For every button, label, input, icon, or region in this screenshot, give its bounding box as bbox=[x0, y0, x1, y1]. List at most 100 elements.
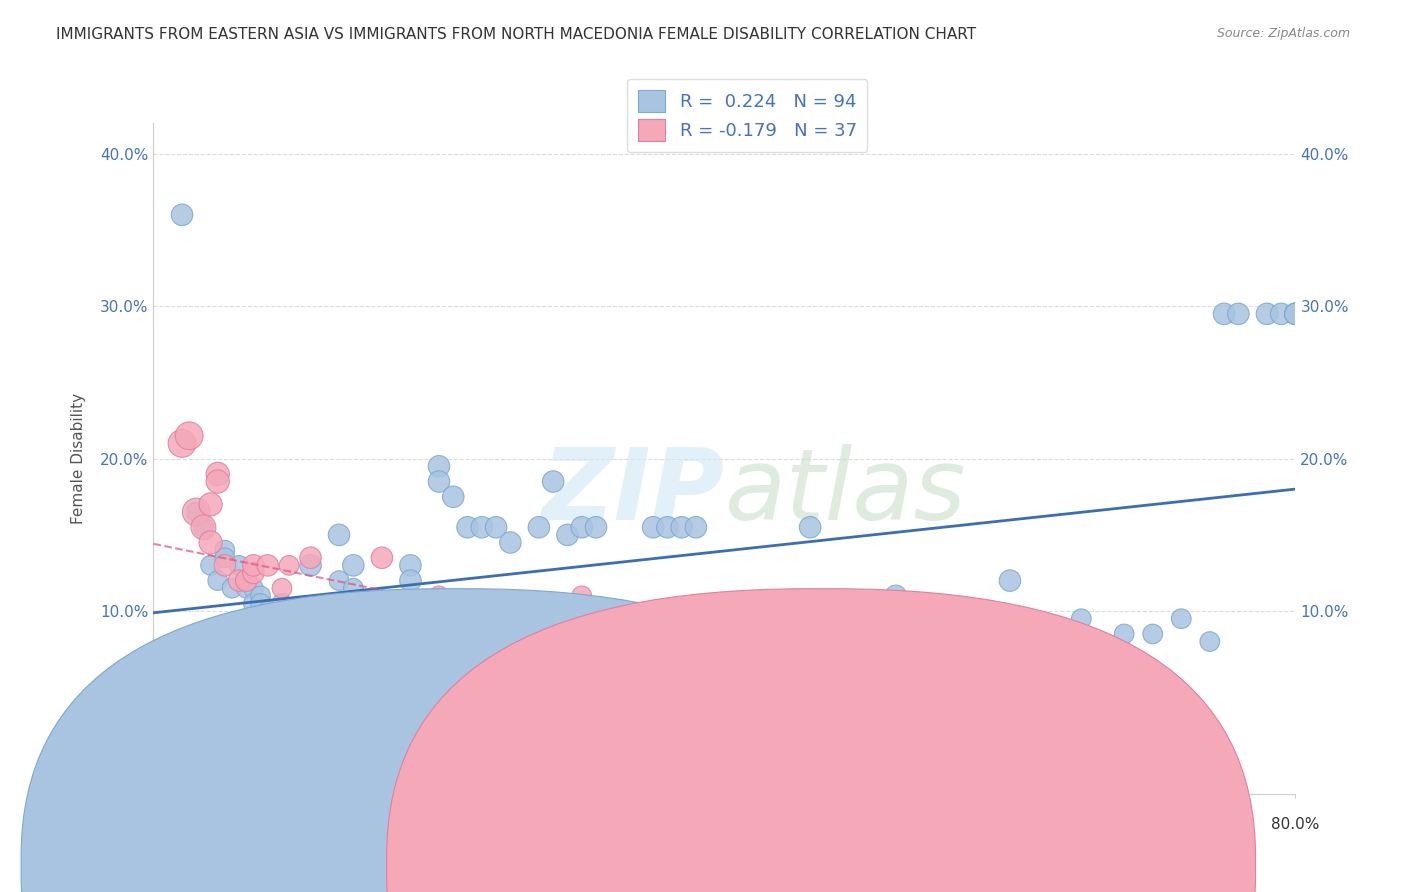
Point bbox=[228, 558, 250, 573]
Point bbox=[200, 497, 222, 511]
Point bbox=[271, 581, 294, 595]
Point bbox=[156, 703, 179, 717]
Point bbox=[399, 627, 422, 641]
Point bbox=[299, 558, 322, 573]
Point bbox=[1270, 307, 1292, 321]
Point bbox=[685, 520, 707, 534]
Text: 0.0%: 0.0% bbox=[134, 817, 173, 832]
Text: ZIP: ZIP bbox=[541, 443, 724, 541]
Point bbox=[314, 649, 336, 664]
Point bbox=[657, 520, 679, 534]
Point bbox=[299, 619, 322, 633]
Point bbox=[571, 520, 593, 534]
Point bbox=[513, 627, 536, 641]
Point bbox=[457, 520, 479, 534]
Point bbox=[541, 475, 564, 489]
Point bbox=[207, 574, 229, 588]
Point bbox=[1284, 307, 1306, 321]
Point bbox=[285, 619, 308, 633]
Point bbox=[356, 612, 378, 626]
Point bbox=[1227, 307, 1250, 321]
Point bbox=[671, 520, 693, 534]
Text: 80.0%: 80.0% bbox=[1271, 817, 1320, 832]
Point bbox=[742, 627, 765, 641]
Text: Immigrants from North Macedonia: Immigrants from North Macedonia bbox=[782, 859, 1046, 874]
Point bbox=[427, 475, 450, 489]
Point bbox=[371, 634, 394, 648]
Point bbox=[207, 475, 229, 489]
Point bbox=[221, 581, 243, 595]
Point bbox=[499, 535, 522, 549]
Point bbox=[1284, 307, 1306, 321]
Point bbox=[1284, 307, 1306, 321]
Point bbox=[571, 589, 593, 603]
Point bbox=[713, 627, 735, 641]
Point bbox=[193, 520, 215, 534]
Text: Source: ZipAtlas.com: Source: ZipAtlas.com bbox=[1216, 27, 1350, 40]
Legend: R =  0.224   N = 94, R = -0.179   N = 37: R = 0.224 N = 94, R = -0.179 N = 37 bbox=[627, 78, 868, 152]
Point bbox=[713, 627, 735, 641]
Point bbox=[499, 627, 522, 641]
Point bbox=[399, 558, 422, 573]
Point bbox=[856, 627, 879, 641]
Point bbox=[179, 429, 201, 443]
Point bbox=[242, 581, 264, 595]
Point bbox=[1198, 634, 1220, 648]
Point bbox=[785, 627, 807, 641]
Point bbox=[249, 589, 271, 603]
Point bbox=[328, 528, 350, 542]
Point bbox=[441, 490, 464, 504]
Point bbox=[1256, 307, 1278, 321]
Point bbox=[571, 649, 593, 664]
Point bbox=[235, 574, 257, 588]
Point bbox=[228, 574, 250, 588]
Point bbox=[427, 459, 450, 474]
Point bbox=[1028, 627, 1050, 641]
Point bbox=[285, 627, 308, 641]
Text: atlas: atlas bbox=[724, 443, 966, 541]
Point bbox=[186, 505, 208, 519]
Point bbox=[457, 627, 479, 641]
Point bbox=[527, 520, 550, 534]
Point bbox=[799, 520, 821, 534]
Point bbox=[485, 520, 508, 534]
Point bbox=[193, 520, 215, 534]
Point bbox=[263, 634, 285, 648]
Point bbox=[998, 574, 1021, 588]
Point bbox=[263, 619, 285, 633]
Point bbox=[207, 467, 229, 481]
Point bbox=[356, 627, 378, 641]
Point bbox=[214, 550, 236, 565]
Point bbox=[756, 649, 779, 664]
Point bbox=[956, 627, 979, 641]
Point bbox=[242, 597, 264, 611]
Point bbox=[285, 619, 308, 633]
Point bbox=[827, 649, 849, 664]
Point bbox=[200, 558, 222, 573]
Point bbox=[1170, 612, 1192, 626]
Point bbox=[356, 642, 378, 657]
Point bbox=[242, 566, 264, 580]
Point bbox=[342, 558, 364, 573]
Point bbox=[249, 597, 271, 611]
Point bbox=[214, 558, 236, 573]
Text: Immigrants from Eastern Asia: Immigrants from Eastern Asia bbox=[420, 859, 648, 874]
Point bbox=[685, 627, 707, 641]
Point bbox=[342, 619, 364, 633]
Point bbox=[285, 634, 308, 648]
Point bbox=[585, 520, 607, 534]
Point bbox=[263, 612, 285, 626]
Point bbox=[643, 520, 665, 534]
Point bbox=[170, 208, 193, 222]
Point bbox=[271, 597, 294, 611]
Point bbox=[727, 649, 749, 664]
Point bbox=[699, 627, 721, 641]
Point bbox=[813, 649, 835, 664]
Point bbox=[314, 604, 336, 618]
Point bbox=[271, 612, 294, 626]
Point bbox=[856, 627, 879, 641]
Point bbox=[643, 619, 665, 633]
Point bbox=[235, 581, 257, 595]
Point bbox=[1114, 627, 1136, 641]
Point bbox=[214, 543, 236, 558]
